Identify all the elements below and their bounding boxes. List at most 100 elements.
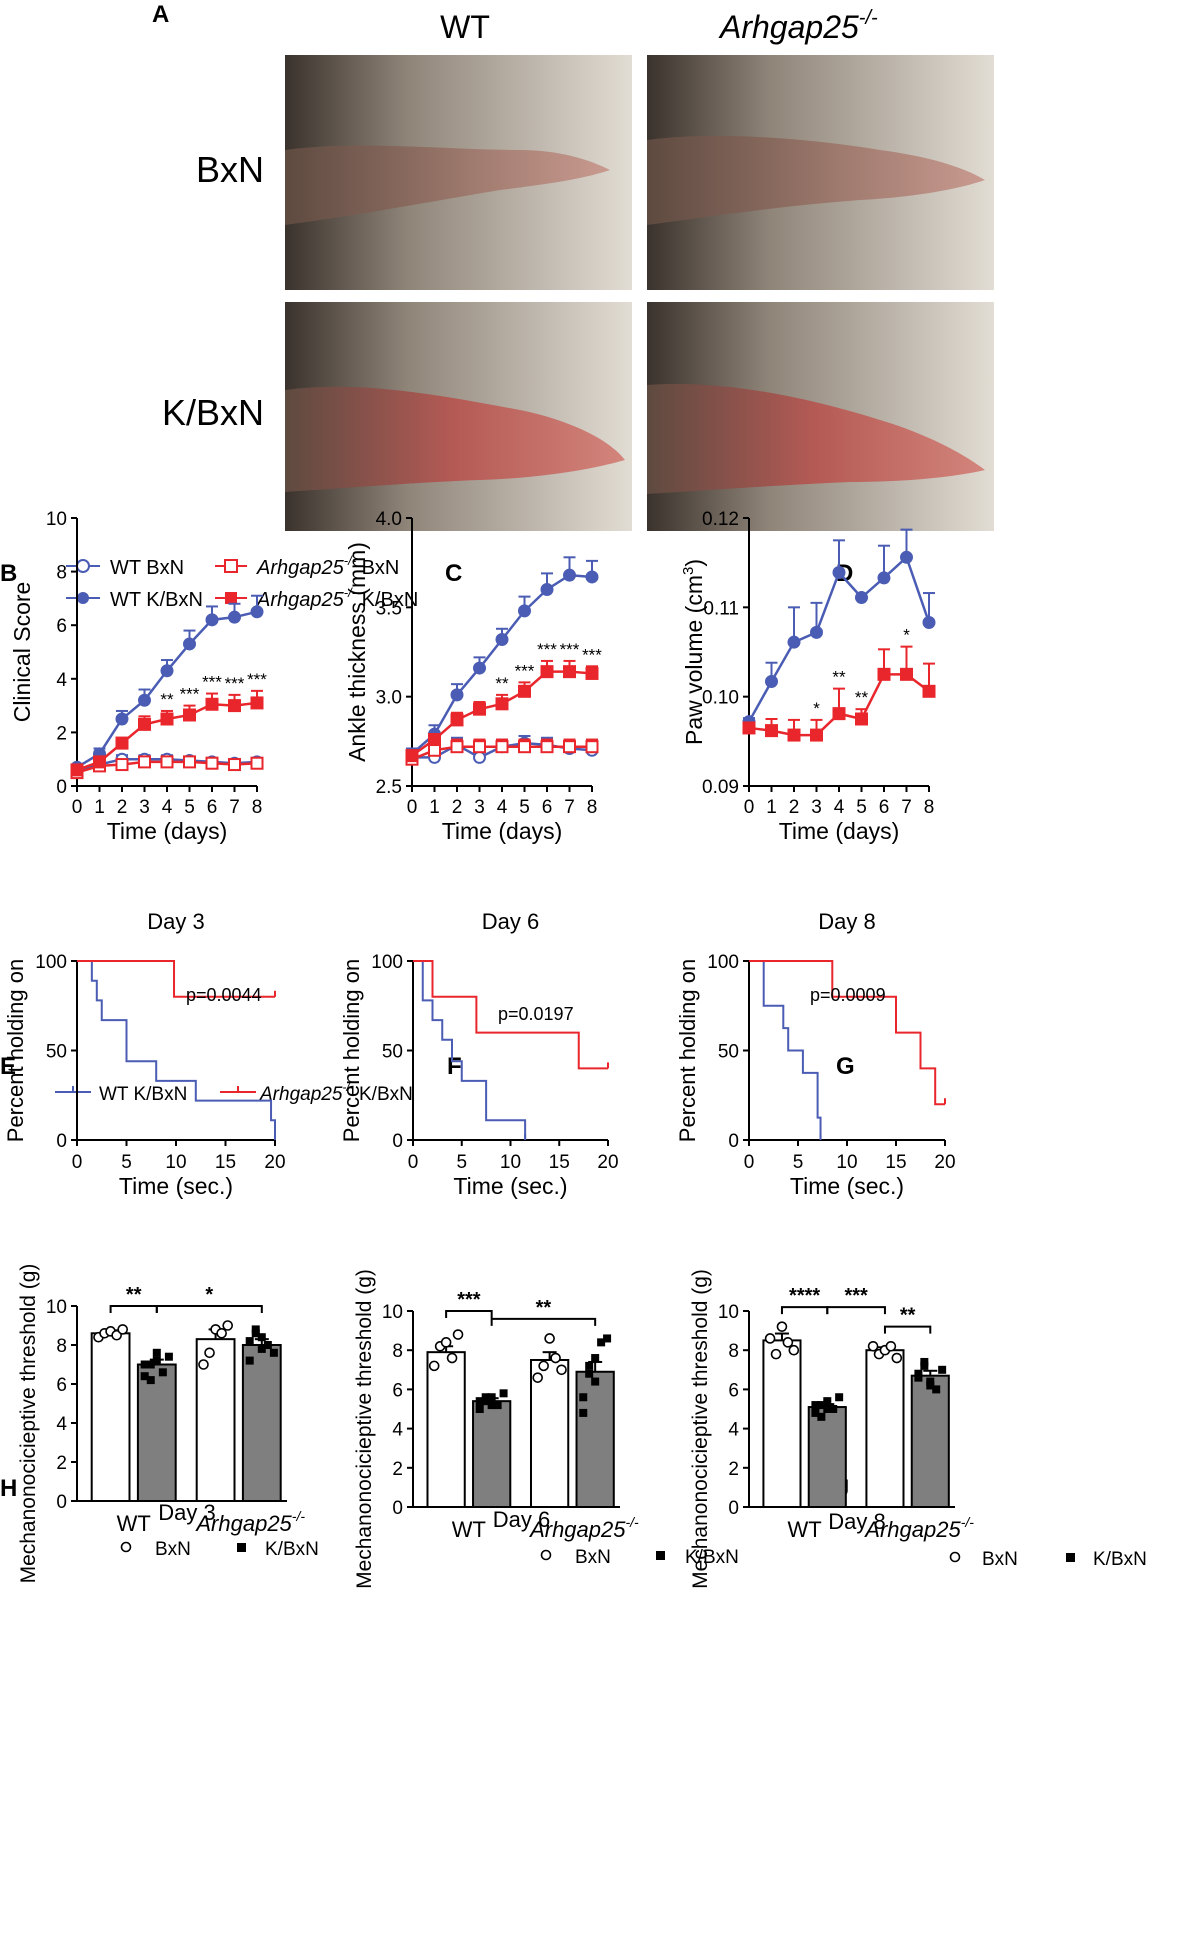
x-tick-label: 10	[836, 1152, 857, 1173]
y-axis-label-text: Paw volume (cm	[681, 575, 707, 745]
significance-label: ***	[202, 673, 222, 692]
data-point-bxn	[204, 1347, 215, 1359]
x-axis-label: Time (days)	[779, 818, 900, 844]
panel-letter-c: C	[445, 560, 462, 587]
x-tick-label: 1	[766, 797, 777, 818]
y-axis-label: Mechanonocicieptive threshold (g)	[689, 1269, 712, 1589]
data-point-kbxn	[579, 1393, 588, 1402]
y-tick-label: 0.09	[702, 777, 739, 798]
data-point	[585, 740, 599, 754]
data-point-kbxn	[481, 1393, 490, 1402]
chart-title: Day 3	[147, 909, 204, 934]
series-arhgap25-k-bxn	[405, 659, 599, 763]
x-axis-label: Time (sec.)	[790, 1173, 904, 1199]
group-label-ko-name: Arhgap25	[194, 1511, 292, 1536]
data-point	[922, 684, 936, 698]
series-line	[411, 573, 593, 755]
legend-label-ko-bxn: Arhgap25-/- BxN	[256, 553, 399, 579]
y-tick-label: 8	[728, 1341, 739, 1362]
y-tick-label: 0	[728, 1498, 739, 1519]
p-value-label: p=0.0044	[186, 985, 262, 1005]
y-tick-label: 50	[718, 1042, 739, 1063]
y-tick-label: 2	[392, 1459, 403, 1480]
x-tick-label: 20	[264, 1152, 285, 1173]
data-point-kbxn	[499, 1389, 508, 1398]
data-point-kbxn	[152, 1356, 161, 1365]
y-tick-label: 6	[56, 1375, 67, 1396]
bar-kbxn	[910, 1374, 950, 1509]
data-point	[495, 697, 509, 711]
y-tick-label: 4	[728, 1420, 739, 1441]
data-point-kbxn	[591, 1377, 600, 1386]
significance-label: **	[900, 1305, 916, 1327]
data-point-kbxn	[475, 1405, 484, 1413]
y-axis-label: Percent holding on	[3, 959, 28, 1142]
data-point-kbxn	[597, 1338, 606, 1347]
significance-label: **	[536, 1297, 552, 1319]
chart-g-km-day8: 0 50 100 0 5 10 15 20 Time (sec.) Day 8 Percent ho…	[675, 909, 956, 1199]
series-arhgap25-k-bxn	[742, 645, 936, 742]
bar-bxn	[426, 1351, 466, 1509]
data-point-bxn	[117, 1324, 128, 1335]
data-point-kbxn	[932, 1385, 941, 1394]
data-point	[115, 712, 129, 726]
y-axis-label-text: Ankle thickness (mm)	[344, 542, 370, 762]
x-tick-label: 4	[162, 797, 173, 818]
y-tick-label: 0	[392, 1131, 403, 1152]
data-point-bxn	[764, 1333, 776, 1344]
data-point-kbxn	[823, 1405, 832, 1413]
data-point	[900, 667, 913, 681]
significance-label: ***	[457, 1289, 481, 1311]
y-tick-label: 0	[56, 1492, 67, 1513]
x-tick-label: 2	[789, 797, 800, 818]
km-curve-ko	[77, 960, 275, 998]
data-point	[563, 665, 576, 679]
data-point-bxn	[885, 1340, 897, 1352]
km-curve-wt	[77, 960, 276, 1140]
km-curve-wt	[749, 960, 822, 1140]
significance-label: **	[126, 1284, 142, 1306]
data-point-kbxn	[146, 1360, 155, 1369]
data-point	[810, 728, 823, 742]
y-tick-label: 3.5	[376, 598, 402, 619]
x-tick-label: 5	[856, 797, 867, 818]
data-point-bxn	[428, 1360, 440, 1372]
x-tick-label: 0	[744, 797, 755, 818]
y-tick-label: 2	[728, 1459, 739, 1480]
data-point	[115, 736, 129, 750]
bar-kbxn	[807, 1406, 847, 1509]
data-point-kbxn	[926, 1381, 935, 1390]
bar-kbxn	[241, 1344, 282, 1502]
data-point-kbxn	[245, 1337, 254, 1346]
x-tick-label: 8	[252, 797, 263, 818]
legend-marker-bxn	[120, 1541, 132, 1553]
y-axis-label: Percent holding on	[339, 959, 364, 1142]
y-axis-label-text: Clinical Score	[9, 582, 35, 723]
significance-label: ***	[582, 645, 602, 664]
chart-c-ankle-thickness: 2.5 3.0 3.5 4.0 0 1 2 3 4 5 6 7 8 Time (days) Ankle th…	[344, 509, 602, 844]
data-point	[473, 740, 486, 754]
data-point-bxn	[222, 1320, 233, 1331]
photo-ko-kbxn	[647, 302, 994, 531]
data-point-kbxn	[269, 1348, 278, 1357]
km-curve-ko	[749, 960, 945, 1106]
data-point	[765, 674, 778, 688]
y-axis-label: Paw volume (cm3)	[680, 559, 707, 745]
photo-wt-kbxn	[285, 302, 632, 531]
data-point	[832, 565, 846, 579]
x-tick-label: 3	[474, 797, 485, 818]
data-point-bxn	[770, 1348, 782, 1360]
data-point	[473, 702, 486, 716]
data-point	[183, 755, 196, 769]
y-tick-label: 100	[371, 952, 403, 973]
panel-letter-g: G	[836, 1053, 855, 1080]
data-point-bxn	[556, 1364, 567, 1376]
legend-label-wt-bxn: WT BxN	[110, 557, 184, 579]
row-label-kbxn: K/BxN	[162, 392, 264, 433]
data-point-kbxn	[817, 1401, 826, 1410]
significance-bracket	[490, 1317, 597, 1326]
data-point	[138, 693, 151, 707]
data-point-bxn	[446, 1352, 458, 1364]
